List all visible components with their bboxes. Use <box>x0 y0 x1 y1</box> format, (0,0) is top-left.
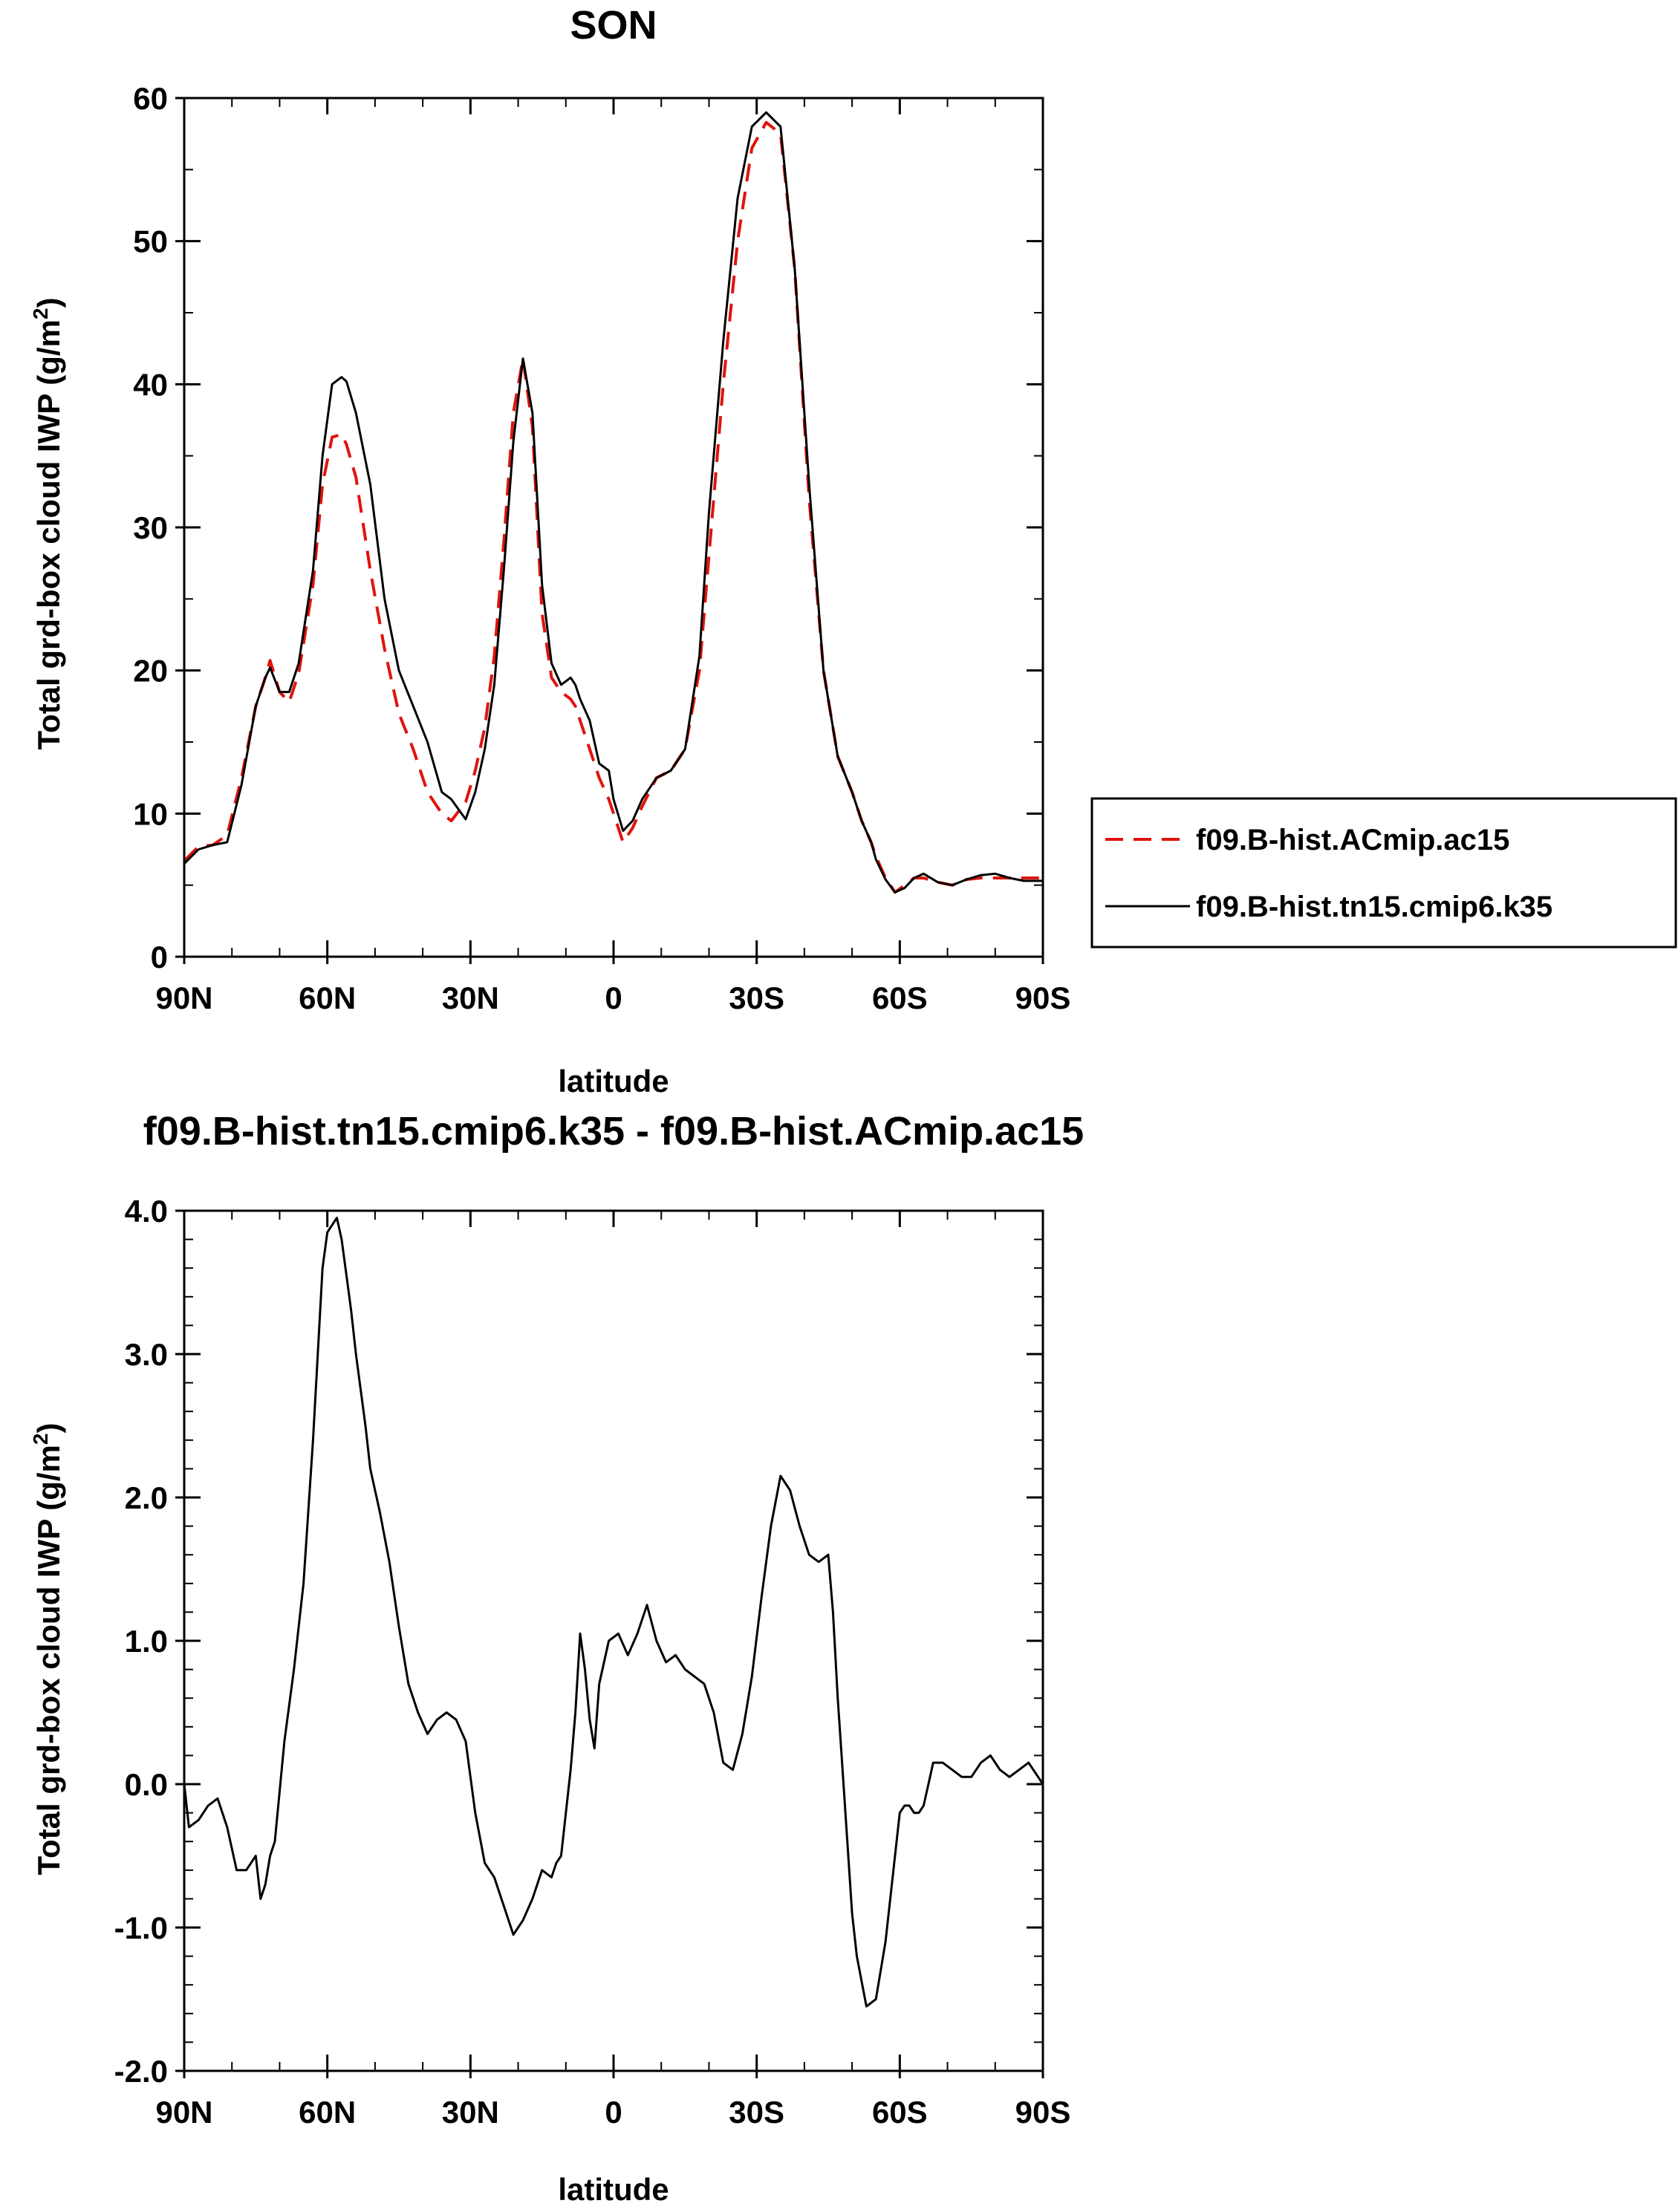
panel1-xlabel: latitude <box>558 1064 669 1099</box>
panel2-ylabel-main: Total grd-box cloud IWP (g/m <box>31 1445 66 1875</box>
panel2-x-tick-label: 60S <box>872 2095 928 2130</box>
panel1-x-tick-label: 60S <box>872 980 928 1015</box>
panel2-x-tick-label: 90N <box>155 2095 212 2130</box>
panel2-x-tick-label: 60N <box>299 2095 356 2130</box>
panel1-y-tick-label: 60 <box>133 81 168 116</box>
panel1-y-tick-label: 40 <box>133 367 168 402</box>
panel2-ylabel: Total grd-box cloud IWP (g/m2) <box>29 1423 66 1876</box>
panel1-x-tick-label: 30S <box>729 980 784 1015</box>
panel1-title: SON <box>570 3 657 48</box>
panel2-y-tick-label: 2.0 <box>125 1480 168 1515</box>
panel1-series-line-dashed <box>183 120 1043 894</box>
panel2-y-tick-label: 4.0 <box>125 1194 168 1229</box>
panel1-x-tick-label: 0 <box>605 980 622 1015</box>
legend-box <box>1090 797 1677 949</box>
panel2-title: f09.B-hist.tn15.cmip6.k35 - f09.B-hist.A… <box>143 1109 1084 1154</box>
panel1-x-tick-label: 90N <box>155 980 212 1015</box>
panel2-y-tick-label: 1.0 <box>125 1624 168 1659</box>
panel2-x-tick-label: 30N <box>442 2095 499 2130</box>
panel1-series-layer <box>183 111 1043 894</box>
panel1-series-line-solid <box>183 111 1043 894</box>
panel1-y-tick-label: 30 <box>133 510 168 545</box>
legend: f09.B-hist.ACmip.ac15 f09.B-hist.tn15.cm… <box>1090 797 1677 949</box>
panel1-ylabel-tail: ) <box>31 298 66 308</box>
panel1-plot-frame <box>183 97 1044 958</box>
panel2-x-tick-label: 30S <box>729 2095 784 2130</box>
panel2-series-line-solid <box>183 1217 1044 2008</box>
panel1-ylabel-sup: 2 <box>29 308 52 320</box>
panel1-y-tick-label: 10 <box>133 796 168 831</box>
panel2-y-tick-label: -2.0 <box>114 2054 168 2089</box>
panel1-x-tick-label: 90S <box>1015 980 1071 1015</box>
panel2-ylabel-tail: ) <box>31 1423 66 1434</box>
panel1-ylabel-main: Total grd-box cloud IWP (g/m <box>31 319 66 749</box>
panel1-y-tick-label: 20 <box>133 654 168 689</box>
svg-text:Total grd-box cloud IWP (g/m2): Total grd-box cloud IWP (g/m2) <box>29 298 66 750</box>
panel2-x-tick-label: 90S <box>1015 2095 1071 2130</box>
svg-text:Total grd-box cloud IWP (g/m2): Total grd-box cloud IWP (g/m2) <box>29 1423 66 1876</box>
panel2-x-tick-label: 0 <box>605 2095 622 2130</box>
panel1-ylabel: Total grd-box cloud IWP (g/m2) <box>29 298 66 750</box>
panel2-xlabel: latitude <box>558 2172 669 2207</box>
panel2-y-tick-label: -1.0 <box>114 1910 168 1945</box>
panel1-y-tick-label: 50 <box>133 224 168 259</box>
legend-label-ac15: f09.B-hist.ACmip.ac15 <box>1196 824 1509 856</box>
panel1-x-tick-label: 60N <box>299 980 356 1015</box>
panel1-y-tick-label: 0 <box>151 940 168 975</box>
panel2-y-tick-label: 0.0 <box>125 1767 168 1802</box>
legend-label-k35: f09.B-hist.tn15.cmip6.k35 <box>1196 891 1552 923</box>
panel1-x-tick-label: 30N <box>442 980 499 1015</box>
panel2-axes-layer: 90N 60N 30N 0 30S 60S 90S -2.0 -1.0 0.0 1.0 2.0 3.0 4… <box>114 1194 1071 2130</box>
panel1-axes-layer: 90N 60N 30N 0 30S 60S 90S 0 10 20 30 40 50 60 <box>133 81 1070 1015</box>
panel2-plot-frame <box>183 1209 1044 2072</box>
panel2-ylabel-sup: 2 <box>29 1434 52 1445</box>
panel2-y-tick-label: 3.0 <box>125 1337 168 1372</box>
panel2-series-layer <box>183 1217 1044 2008</box>
